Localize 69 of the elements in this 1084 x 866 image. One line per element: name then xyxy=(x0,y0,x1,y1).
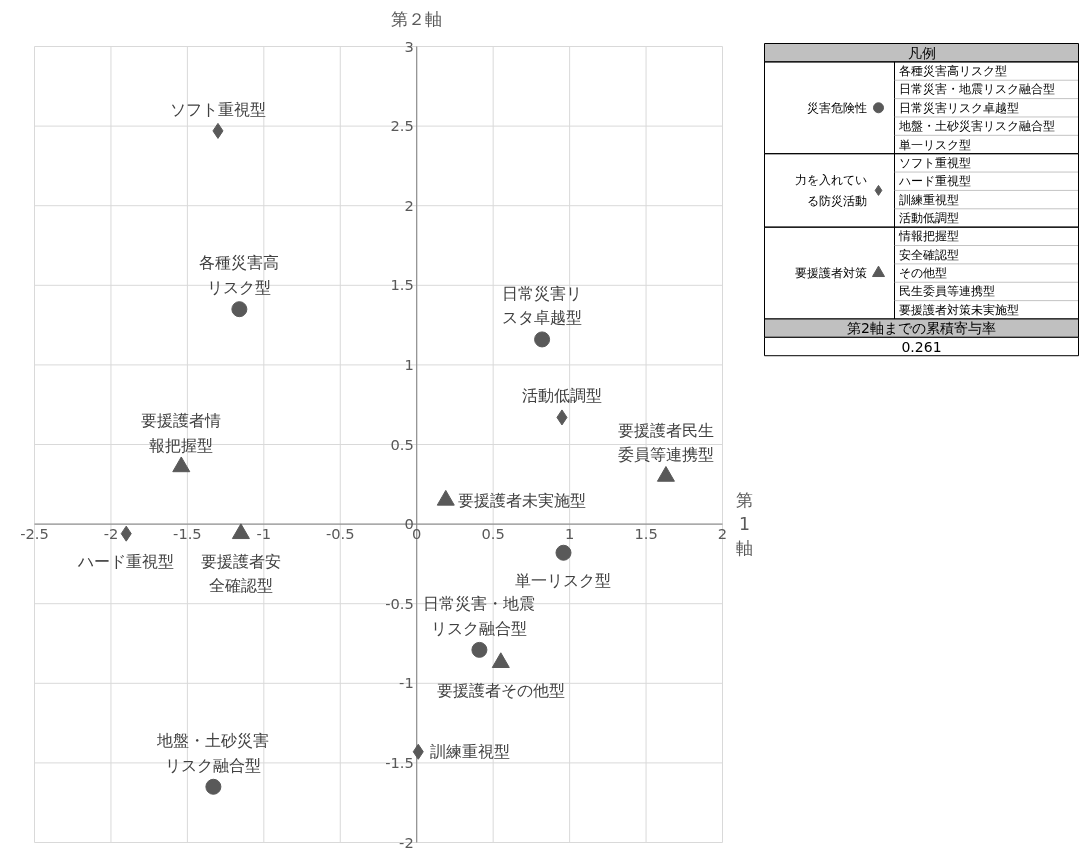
annotation: 各種災害高リスク型 xyxy=(199,253,280,298)
point xyxy=(471,641,488,658)
text: 0.261 xyxy=(901,338,942,355)
text: 民生委員等連携型 xyxy=(898,284,995,299)
text: 活動低調型 xyxy=(898,210,959,225)
annotation: 日常災害リスタ卓越型 xyxy=(502,283,583,328)
annotation: 地盤・土砂災害リスク融合型 xyxy=(156,731,270,775)
text: 各種災害高リスク型 xyxy=(898,64,1007,79)
y-tick-label: 2 xyxy=(404,196,414,214)
text: 訓練重視型 xyxy=(898,192,959,207)
x-tick-label: 0.5 xyxy=(481,525,505,543)
text: 第2軸までの累積寄与率 xyxy=(847,320,996,337)
y-tick-label: -0.5 xyxy=(385,594,414,612)
y-tick-label: -1 xyxy=(399,674,414,692)
point xyxy=(120,525,132,542)
legend-label: 要援護者対策 xyxy=(794,266,867,281)
annotation: 要援護者未実施型 xyxy=(457,490,586,510)
legend-title: 凡例 xyxy=(907,44,936,61)
text: ソフト重視型 xyxy=(898,155,971,170)
annotation: 訓練重視型 xyxy=(430,742,511,762)
x-tick-label: 2 xyxy=(717,525,728,543)
x-tick-label: -1.5 xyxy=(173,525,202,543)
y-tick-label: -1.5 xyxy=(385,753,414,771)
point xyxy=(205,778,222,795)
y-tick-label: 2.5 xyxy=(390,117,414,135)
point xyxy=(556,409,568,426)
point xyxy=(534,331,551,348)
x-tick-label: 1.5 xyxy=(634,525,658,543)
annotation: ソフト重視型 xyxy=(169,99,266,119)
x-tick-label: -2 xyxy=(103,525,119,543)
legend-label: 災害危険性 xyxy=(806,100,867,115)
text: 日常災害・地震リスク融合型 xyxy=(898,82,1055,97)
y-tick-label: 3 xyxy=(404,37,414,55)
point xyxy=(212,122,224,139)
y-tick-label: 1.5 xyxy=(390,276,414,294)
annotation: 要援護者民生委員等連携型 xyxy=(617,420,714,465)
annotation: ハード重視型 xyxy=(77,551,175,571)
x-tick-label: 1 xyxy=(564,525,575,543)
text: 日常災害リスク卓越型 xyxy=(898,100,1019,115)
point xyxy=(231,301,248,318)
point xyxy=(436,489,455,506)
y-tick-label: -2 xyxy=(399,833,414,851)
legend-label: 力を入れている防災活動 xyxy=(794,172,867,208)
text: その他型 xyxy=(898,266,947,281)
text: 地盤・土砂災害リスク融合型 xyxy=(897,119,1055,134)
annotation: 要援護者情報把握型 xyxy=(141,411,222,455)
annotation: 要援護者その他型 xyxy=(436,680,565,700)
text: 要援護者対策未実施型 xyxy=(898,302,1019,317)
text: 安全確認型 xyxy=(898,247,959,262)
text: 情報把握型 xyxy=(897,229,959,244)
point xyxy=(555,544,572,561)
y-axis-title: 第２軸 xyxy=(391,8,443,29)
point xyxy=(491,652,510,669)
x-tick-label: -1 xyxy=(256,525,272,543)
point xyxy=(231,523,250,540)
x-tick-label: -0.5 xyxy=(325,525,355,543)
annotation: 活動低調型 xyxy=(521,386,602,406)
annotation: 単一リスク型 xyxy=(515,570,612,590)
text: ハード重視型 xyxy=(897,174,971,189)
text: 単一リスク型 xyxy=(898,137,971,152)
point xyxy=(412,743,424,760)
y-tick-label: 0.5 xyxy=(390,435,414,453)
annotation: 要援護者安全確認型 xyxy=(200,551,281,596)
point xyxy=(172,456,191,473)
point xyxy=(656,466,675,482)
annotation: 日常災害・地震リスク融合型 xyxy=(423,594,536,638)
x-axis-title: 第1軸 xyxy=(736,490,753,559)
y-tick-label: 1 xyxy=(404,355,414,373)
x-tick-label: -2.5 xyxy=(20,525,49,543)
